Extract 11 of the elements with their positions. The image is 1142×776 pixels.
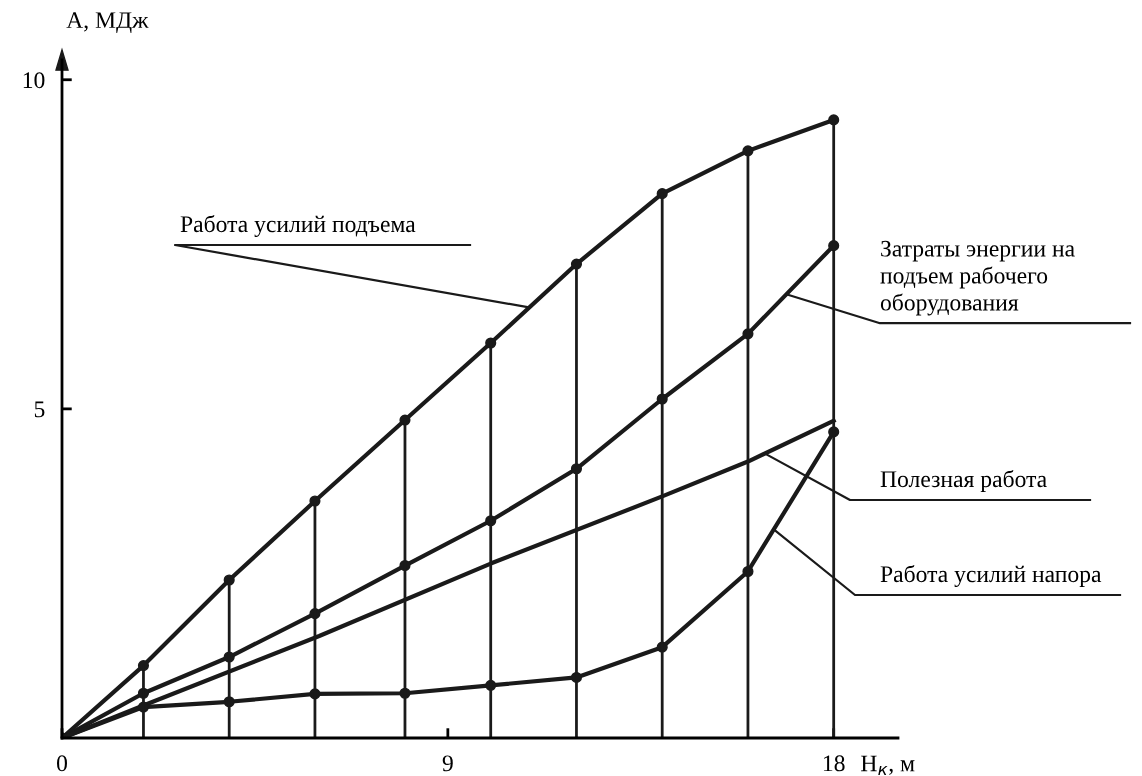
- annotation: Затраты энергии на подъем рабочего оборудования: [880, 240, 1075, 316]
- x-axis-title: H$_{к}$, м: [861, 755, 915, 776]
- annotation: Работа усилий напора: [880, 565, 1102, 587]
- x-tick-label: 18: [823, 755, 845, 772]
- y-tick-label: 10: [23, 72, 45, 89]
- annotation: Полезная работа: [880, 470, 1047, 492]
- y-axis-title: A, МДж: [66, 12, 149, 33]
- y-tick-label: 5: [34, 401, 45, 418]
- x-tick-label: 9: [442, 755, 453, 772]
- annotation: Работа усилий подъема: [180, 215, 416, 237]
- x-tick-label: 0: [57, 755, 67, 772]
